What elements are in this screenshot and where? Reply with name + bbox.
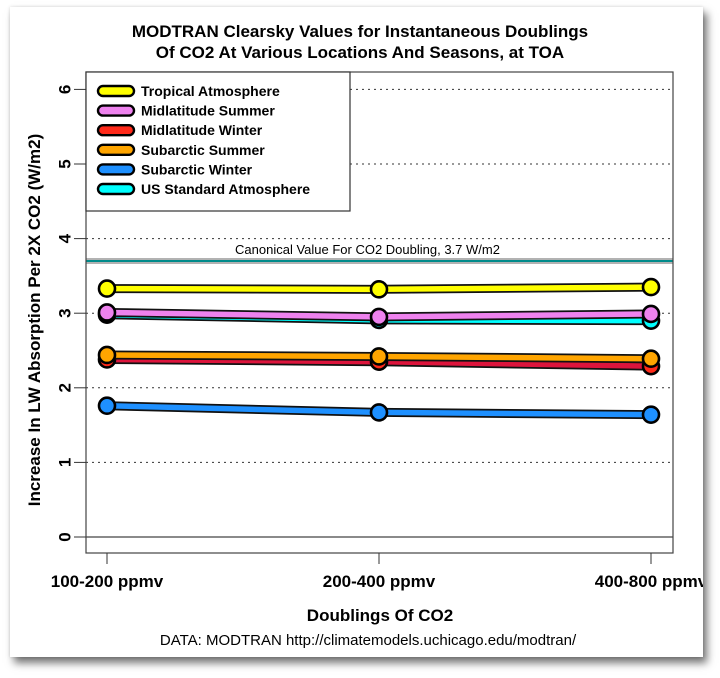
- data-point: [97, 303, 117, 322]
- legend-label: Subarctic Summer: [141, 142, 265, 158]
- x-tick-label: 100-200 ppmv: [51, 572, 164, 591]
- y-tick-label-1: 1: [55, 458, 74, 467]
- chart: MODTRAN Clearsky Values for Instantaneou…: [25, 22, 703, 649]
- legend-swatch: [96, 182, 136, 196]
- chart-page: MODTRAN Clearsky Values for Instantaneou…: [10, 7, 703, 657]
- chart-title-line-2: Of CO2 At Various Locations And Seasons,…: [156, 43, 564, 62]
- data-point: [641, 304, 661, 324]
- series-subarctic-summer: [97, 345, 661, 369]
- reference-line-label: Canonical Value For CO2 Doubling, 3.7 W/…: [235, 242, 500, 257]
- series-subarctic-winter: [97, 396, 661, 424]
- legend: Tropical Atmosphere Midlatitude Summer Mid…: [85, 71, 351, 212]
- legend-swatch: [96, 104, 136, 117]
- legend-label: Tropical Atmosphere: [141, 83, 280, 99]
- legend-swatch: [96, 143, 136, 157]
- data-point: [97, 279, 117, 298]
- legend-label: US Standard Atmosphere: [141, 181, 310, 197]
- data-point: [369, 347, 389, 366]
- legend-item: Tropical Atmosphere: [96, 83, 280, 99]
- y-axis-title: Increase In LW Absorption Per 2X CO2 (W/…: [25, 134, 44, 507]
- y-tick-label-6: 6: [55, 85, 74, 94]
- y-tick-label-2: 2: [55, 383, 74, 392]
- series-tropical-atmosphere: [97, 277, 661, 299]
- data-point: [369, 403, 389, 422]
- legend-item: Midlatitude Summer: [96, 103, 275, 119]
- series-midlatitude-summer: [97, 303, 661, 327]
- data-point: [641, 349, 661, 369]
- x-tick-label: 400-800 ppmv: [595, 572, 703, 591]
- legend-label: Subarctic Winter: [141, 161, 253, 177]
- data-point: [97, 396, 117, 416]
- legend-item: Midlatitude Winter: [96, 122, 263, 138]
- legend-swatch: [96, 123, 136, 137]
- legend-label: Midlatitude Winter: [141, 122, 263, 138]
- data-point: [97, 345, 117, 365]
- x-axis: 100-200 ppmv 200-400 ppmv 400-800 ppmv: [51, 553, 703, 591]
- x-tick-label: 200-400 ppmv: [323, 572, 436, 591]
- y-tick-label-5: 5: [55, 159, 74, 168]
- x-axis-title: Doublings Of CO2: [307, 606, 453, 625]
- data-point: [641, 277, 661, 297]
- data-point: [641, 405, 661, 424]
- y-tick-label-4: 4: [55, 233, 74, 243]
- data-point: [369, 307, 389, 327]
- legend-item: Subarctic Summer: [96, 142, 265, 158]
- legend-swatch: [96, 163, 136, 176]
- y-axis: 0 1 2 3 4 5 6: [55, 85, 86, 542]
- legend-swatch: [96, 84, 136, 98]
- legend-label: Midlatitude Summer: [141, 103, 275, 119]
- series-lines: [97, 277, 661, 424]
- legend-item: US Standard Atmosphere: [96, 181, 310, 197]
- data-source-note: DATA: MODTRAN http://climatemodels.uchic…: [160, 632, 577, 649]
- y-tick-label-3: 3: [55, 308, 74, 317]
- chart-title-line-1: MODTRAN Clearsky Values for Instantaneou…: [132, 22, 588, 41]
- data-point: [369, 280, 389, 299]
- legend-item: Subarctic Winter: [96, 161, 253, 177]
- reference-line-group: Canonical Value For CO2 Doubling, 3.7 W/…: [86, 242, 673, 264]
- y-tick-label-0: 0: [55, 532, 74, 541]
